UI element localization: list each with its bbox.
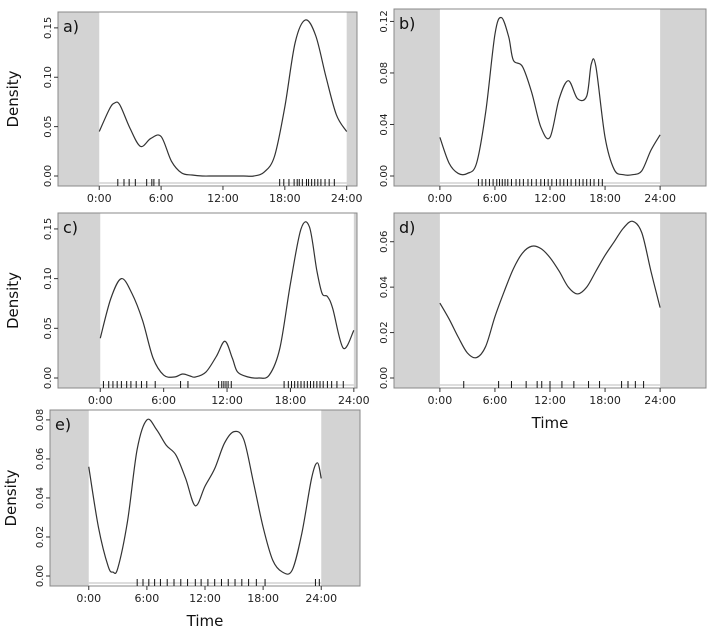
panel-b-x-tick-label-2: 6:00 [483,192,508,205]
panel-d-y-tick-label-3: 0.04 [379,276,390,298]
panel-e-frame [49,409,361,587]
panel-c-y-tick-label-4: 0.15 [43,218,54,240]
panel-b-y-tick-label-4: 0.12 [379,10,390,32]
panel-e-x-tick-label-5: 24:00 [305,592,337,605]
panel-b-shaded-region-2 [660,9,706,186]
panel-a-y-axis-title: Density [4,70,22,127]
panel-a-x-tick-label-4: 18:00 [269,192,301,205]
panel-b-density-line [439,16,661,176]
panel-a-shaded-region-2 [346,12,357,186]
panel-a-label: a) [63,17,79,36]
panel-a-frame [57,11,358,187]
panel-b-label: b) [399,14,415,33]
panel-b-y-tick-label-2: 0.04 [379,113,390,135]
panel-a-x-tick-label-1: 0:00 [87,192,112,205]
panel-c-x-tick-label-3: 12:00 [211,394,243,407]
panel-b-shaded-region-1 [394,9,440,186]
panel-c-y-axis-title: Density [4,272,22,329]
panel-c-x-tick-label-1: 0:00 [88,394,113,407]
panel-c-x-tick-label-5: 24:00 [338,394,370,407]
panel-e-density-line [88,418,322,575]
panel-e-x-axis-title: Time [186,612,224,630]
panel-e-shaded-region-2 [321,410,360,586]
panel-a-shaded-region-1 [58,12,100,186]
panel-c-y-tick-label-2: 0.05 [43,317,54,339]
panel-b-x-tick-label-4: 18:00 [589,192,621,205]
panel-e-x-tick-label-1: 0:00 [76,592,101,605]
panel-e-y-tick-label-1: 0.00 [35,565,46,587]
panel-c-y-tick-label-3: 0.10 [43,267,54,289]
panel-e-x-tick-label-2: 6:00 [135,592,160,605]
panel-b-x-tick-label-5: 24:00 [644,192,676,205]
panel-b-frame [393,8,707,187]
panel-a-x-tick-label-5: 24:00 [331,192,363,205]
panel-a-y-tick-label-2: 0.05 [43,115,54,137]
panel-d-x-axis-title: Time [531,414,569,432]
panel-e-shaded-region-1 [50,410,89,586]
panel-a-x-tick-label-3: 12:00 [207,192,239,205]
panel-a-y-tick-label-3: 0.10 [43,66,54,88]
panel-c-density-line [99,221,355,379]
panel-d-x-tick-label-5: 24:00 [644,394,676,407]
panel-b-y-tick-label-1: 0.00 [379,165,390,187]
panel-c-shaded-region-1 [58,213,101,388]
panel-c-y-tick-label-1: 0.00 [43,367,54,389]
panel-e-x-tick-label-4: 18:00 [247,592,279,605]
panel-b-y-tick-label-3: 0.08 [379,62,390,84]
panel-d-density-line [439,220,661,359]
panel-e-y-tick-label-3: 0.04 [35,487,46,509]
panel-a-y-tick-label-4: 0.15 [43,17,54,39]
panel-d-x-tick-label-2: 6:00 [483,394,508,407]
panel-e-y-tick-label-4: 0.06 [35,448,46,470]
panel-a-y-tick-label-1: 0.00 [43,165,54,187]
panel-d-y-tick-label-4: 0.06 [379,231,390,253]
panel-d-y-tick-label-2: 0.02 [379,321,390,343]
panel-d-shaded-region-2 [660,213,706,388]
panel-d-y-tick-label-1: 0.00 [379,367,390,389]
panel-d-x-tick-label-4: 18:00 [589,394,621,407]
panel-d-frame [393,212,707,389]
panel-e-x-tick-label-3: 12:00 [189,592,221,605]
panel-d-x-tick-label-1: 0:00 [428,394,453,407]
panel-d-x-tick-label-3: 12:00 [534,394,566,407]
panel-d-label: d) [399,218,415,237]
panel-e-label: e) [55,415,71,434]
panel-b-x-tick-label-1: 0:00 [428,192,453,205]
panel-e-y-tick-label-2: 0.02 [35,526,46,548]
panel-c-x-tick-label-4: 18:00 [275,394,307,407]
panel-e-y-tick-label-5: 0.08 [35,409,46,431]
panel-c-label: c) [63,218,78,237]
panel-c-x-tick-label-2: 6:00 [151,394,176,407]
panel-c-shaded-region-2 [353,213,357,388]
panel-c-frame [57,212,358,389]
panel-a-x-tick-label-2: 6:00 [149,192,174,205]
panel-b-x-tick-label-3: 12:00 [534,192,566,205]
panel-d-shaded-region-1 [394,213,440,388]
panel-e-y-axis-title: Density [2,469,20,526]
panel-a-density-line [98,19,348,177]
